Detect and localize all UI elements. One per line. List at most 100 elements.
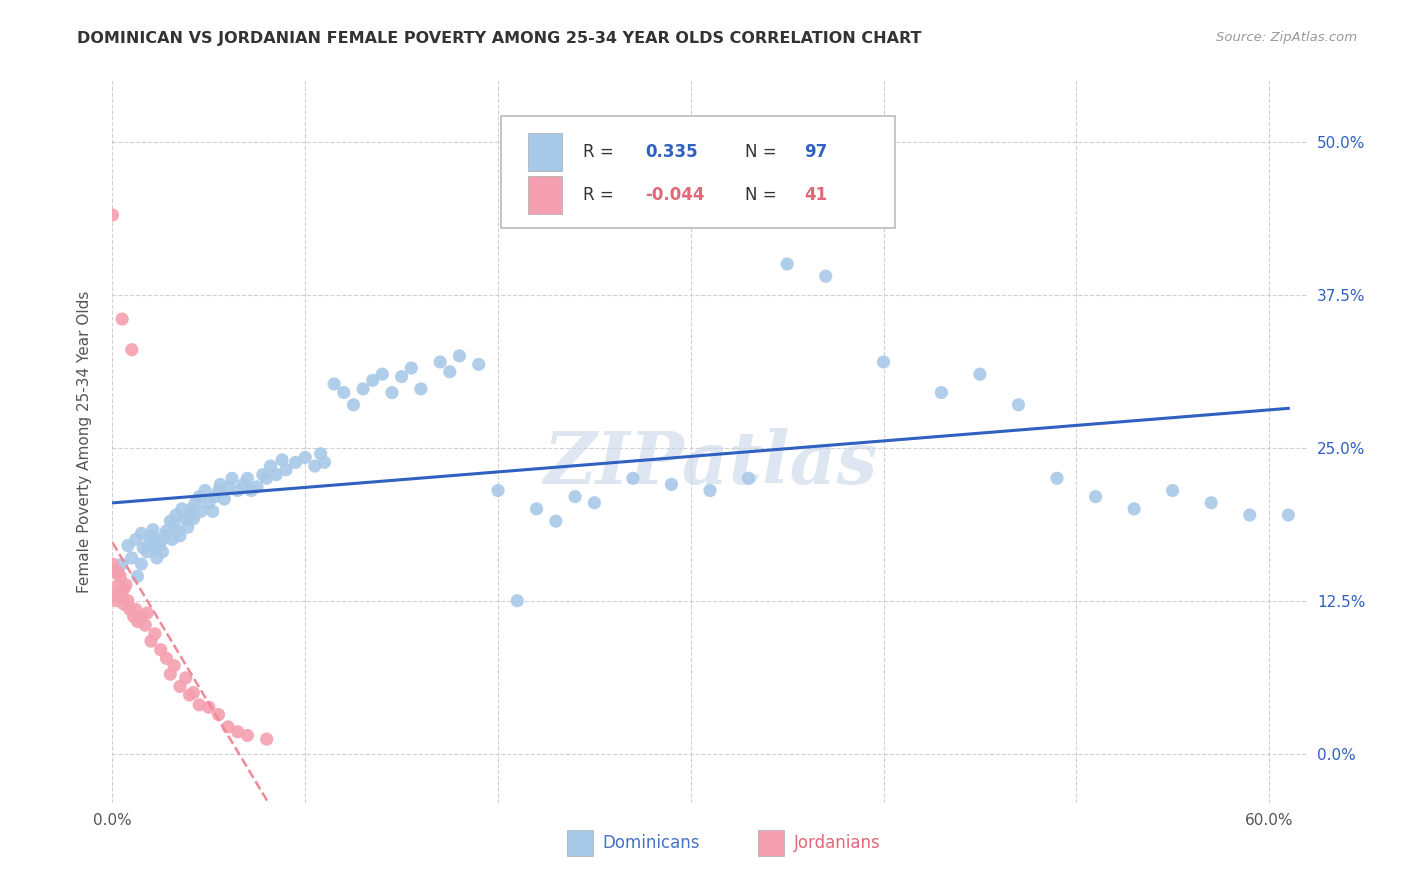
Point xyxy=(271,453,294,467)
Point xyxy=(184,496,207,510)
Point xyxy=(190,504,212,518)
Point xyxy=(143,541,166,555)
Point xyxy=(506,593,529,607)
Point xyxy=(872,355,894,369)
Point xyxy=(105,593,128,607)
Point xyxy=(107,566,129,580)
Point xyxy=(401,361,423,376)
Point xyxy=(1199,496,1222,510)
Point xyxy=(232,477,254,491)
Point xyxy=(103,563,125,577)
Point xyxy=(259,458,281,473)
Text: N =: N = xyxy=(745,186,782,204)
Point xyxy=(361,373,384,387)
Text: Dominicans: Dominicans xyxy=(603,833,700,852)
FancyBboxPatch shape xyxy=(758,830,785,855)
Point xyxy=(131,526,153,541)
Point xyxy=(931,385,953,400)
Point xyxy=(198,700,221,714)
Text: 97: 97 xyxy=(804,143,828,161)
Point xyxy=(284,455,307,469)
Point xyxy=(236,471,259,485)
Point xyxy=(1007,398,1029,412)
Point xyxy=(179,508,201,522)
FancyBboxPatch shape xyxy=(529,177,562,214)
Point xyxy=(236,728,259,742)
Point xyxy=(204,490,226,504)
Point xyxy=(159,667,181,681)
Point xyxy=(180,502,202,516)
Point xyxy=(143,627,166,641)
Point xyxy=(183,511,205,525)
Point xyxy=(621,471,644,485)
Point xyxy=(467,358,489,372)
Point xyxy=(101,557,124,571)
Point xyxy=(149,642,172,657)
Point xyxy=(194,483,217,498)
Point xyxy=(209,477,232,491)
Point xyxy=(169,529,191,543)
Point xyxy=(127,569,149,583)
Point xyxy=(1277,508,1299,522)
Point xyxy=(371,367,394,381)
Point xyxy=(121,343,143,357)
Point xyxy=(737,471,759,485)
Point xyxy=(132,541,155,555)
Point xyxy=(333,385,356,400)
Point xyxy=(142,523,165,537)
Point xyxy=(149,535,172,549)
Point xyxy=(121,550,143,565)
Point xyxy=(342,398,364,412)
Point xyxy=(323,376,346,391)
Point xyxy=(163,516,186,531)
Point xyxy=(439,365,461,379)
Point xyxy=(240,483,263,498)
Point xyxy=(294,450,316,465)
FancyBboxPatch shape xyxy=(501,116,896,228)
Point xyxy=(134,618,156,632)
Point xyxy=(118,602,141,616)
Point xyxy=(207,707,229,722)
Point xyxy=(117,593,139,607)
Point xyxy=(183,685,205,699)
Point xyxy=(112,598,135,612)
Text: R =: R = xyxy=(583,186,620,204)
Point xyxy=(101,208,124,222)
Point xyxy=(226,724,249,739)
Point xyxy=(152,545,174,559)
Point xyxy=(381,385,404,400)
Point xyxy=(139,529,162,543)
Point xyxy=(117,539,139,553)
Text: 41: 41 xyxy=(804,186,828,204)
Point xyxy=(179,688,201,702)
Point xyxy=(155,651,177,665)
Point xyxy=(136,545,159,559)
Point xyxy=(188,698,211,712)
Point xyxy=(526,502,548,516)
Point xyxy=(314,455,336,469)
Point xyxy=(155,524,177,538)
Point xyxy=(176,520,198,534)
Point xyxy=(174,511,197,525)
Point xyxy=(221,471,243,485)
Point xyxy=(1161,483,1184,498)
Point xyxy=(274,463,297,477)
Point xyxy=(162,533,183,547)
Point xyxy=(304,458,326,473)
Point xyxy=(105,566,128,580)
Point xyxy=(409,382,432,396)
Point xyxy=(108,569,131,583)
Text: DOMINICAN VS JORDANIAN FEMALE POVERTY AMONG 25-34 YEAR OLDS CORRELATION CHART: DOMINICAN VS JORDANIAN FEMALE POVERTY AM… xyxy=(77,31,922,46)
Point xyxy=(699,483,721,498)
Point xyxy=(583,496,606,510)
Point xyxy=(165,508,187,522)
Text: -0.044: -0.044 xyxy=(645,186,704,204)
Text: R =: R = xyxy=(583,143,620,161)
Point xyxy=(1123,502,1146,516)
Point xyxy=(352,382,374,396)
Point xyxy=(115,578,138,592)
Point xyxy=(163,658,186,673)
Point xyxy=(544,514,567,528)
Point xyxy=(776,257,799,271)
Point xyxy=(226,483,249,498)
